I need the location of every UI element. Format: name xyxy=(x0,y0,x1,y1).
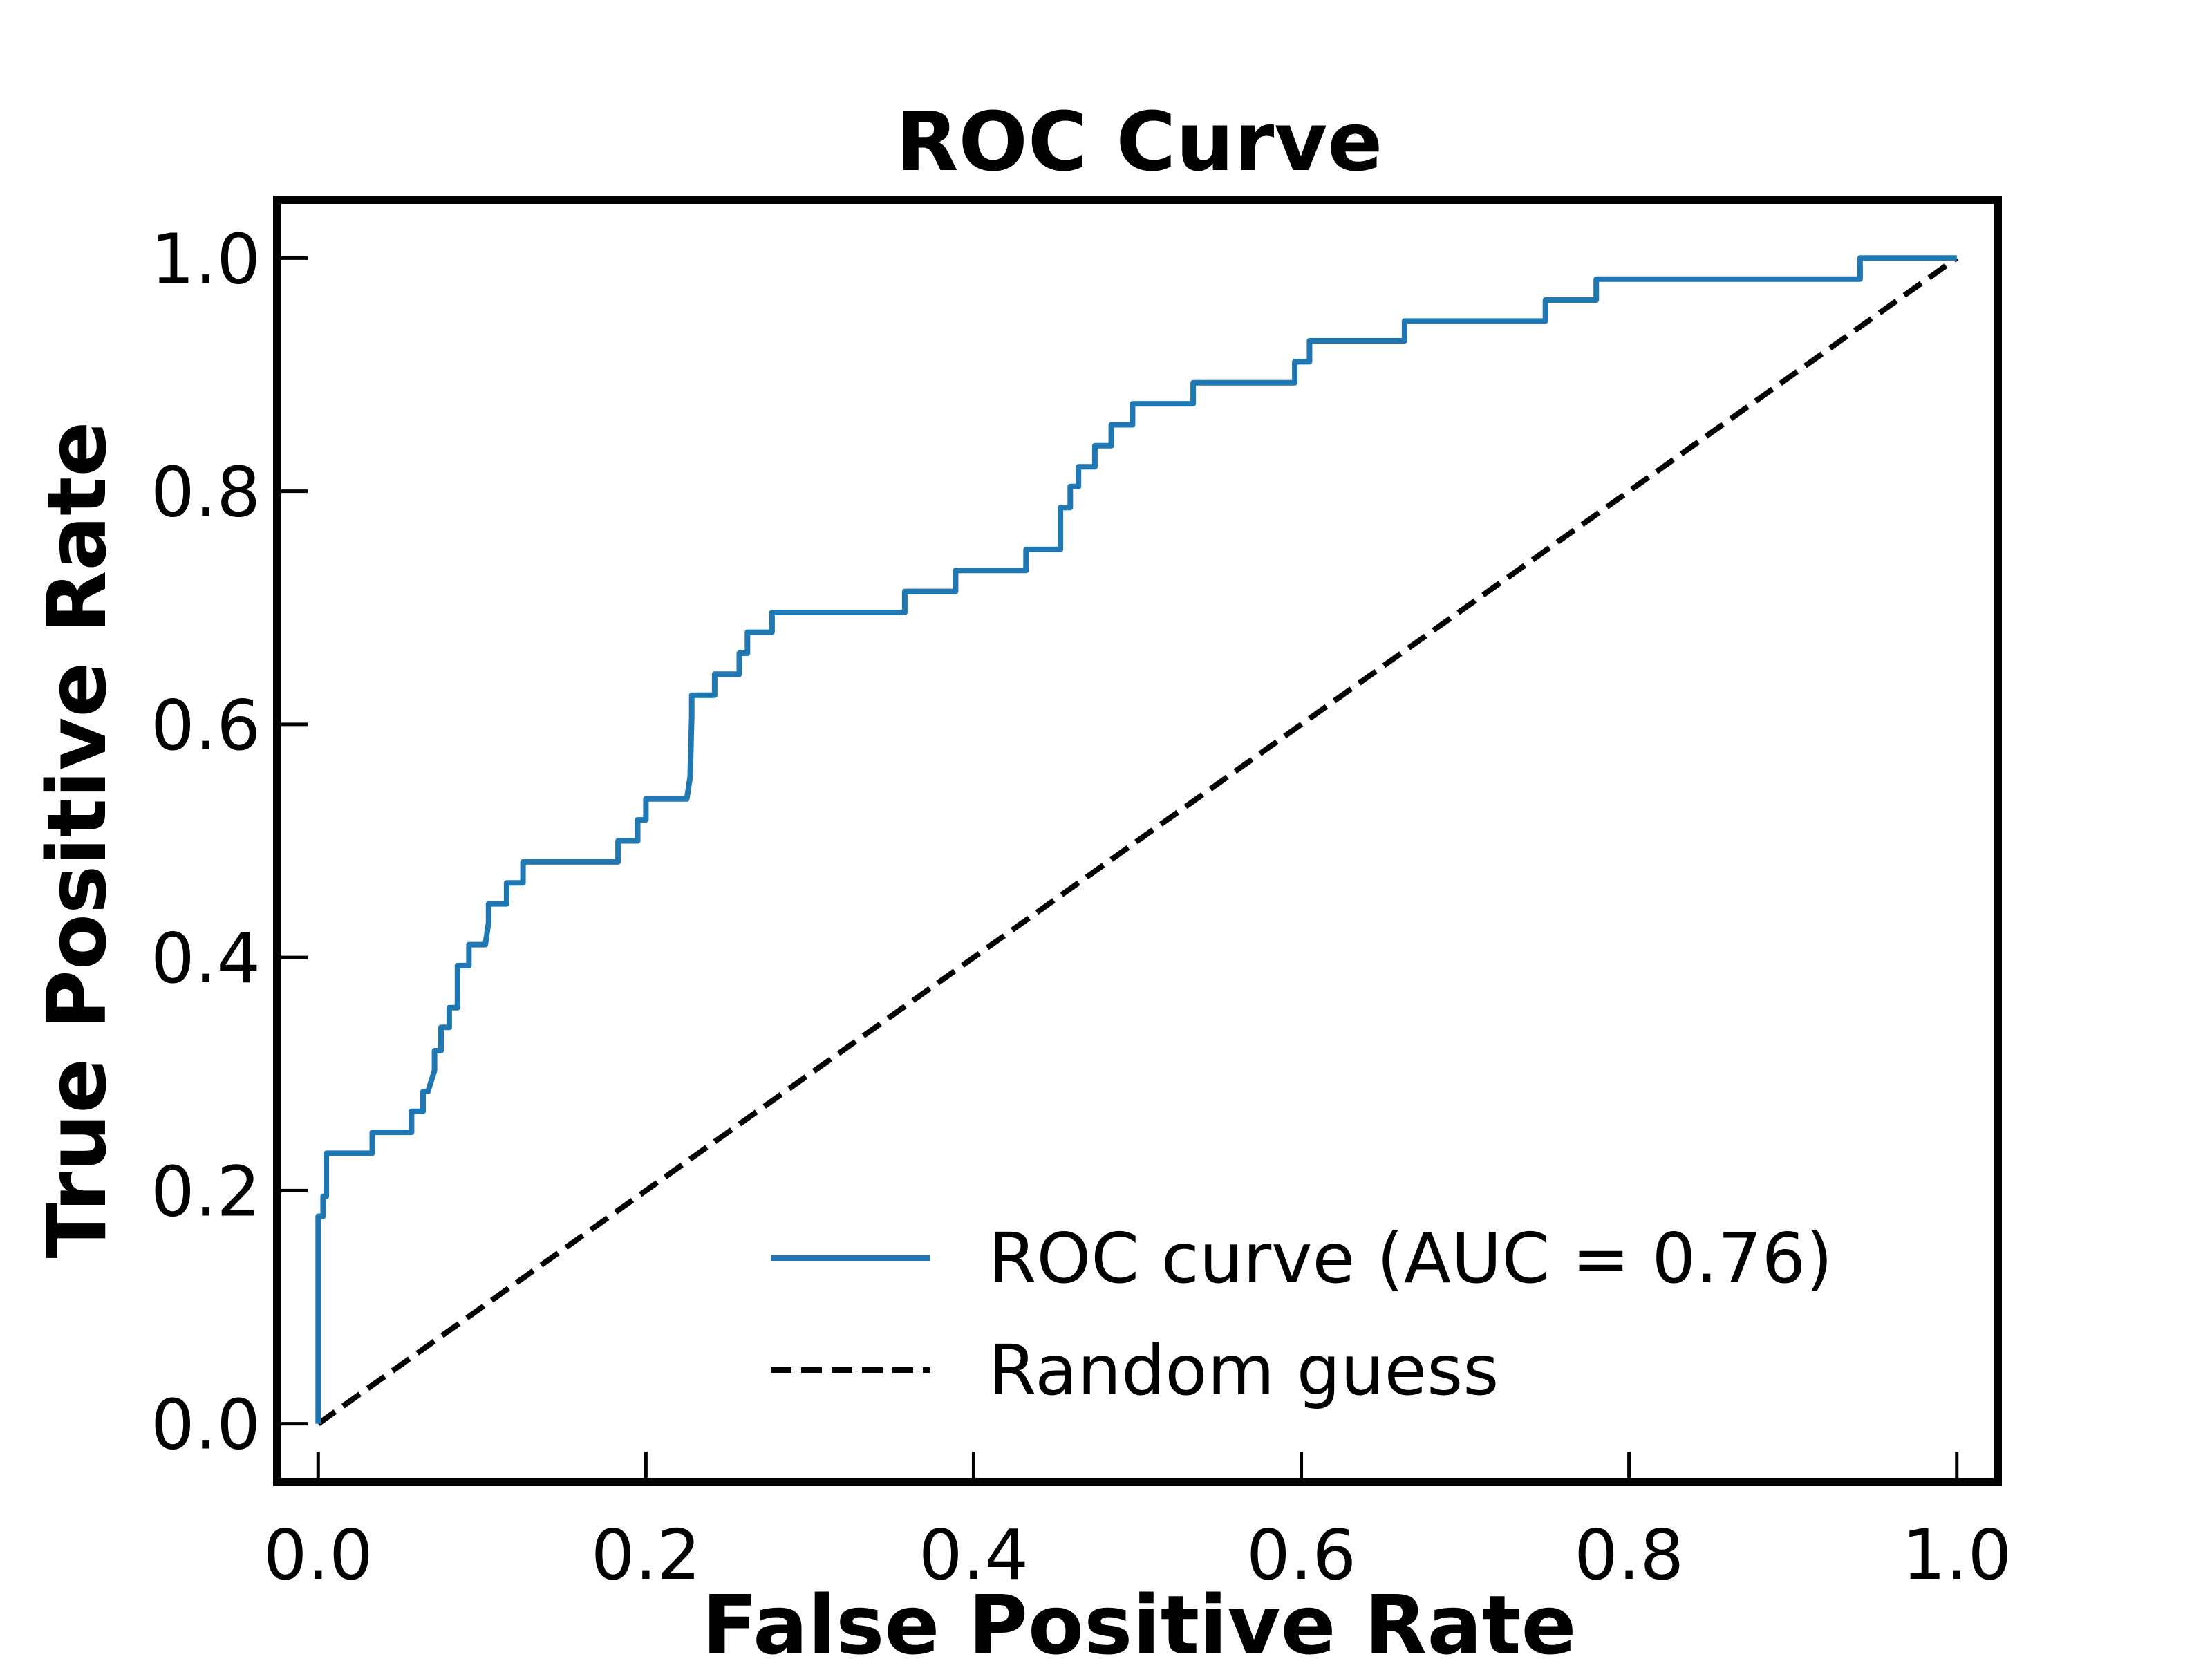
legend: ROC curve (AUC = 0.76) Random guess xyxy=(771,1218,1833,1411)
y-tick-label: 0.8 xyxy=(151,452,261,533)
chart-title: ROC Curve xyxy=(896,94,1383,189)
plot-frame xyxy=(273,196,2002,1486)
random-guess-line xyxy=(316,256,1959,1426)
plot-area xyxy=(315,255,1959,1426)
x-tick-label: 0.8 xyxy=(1574,1515,1684,1595)
x-axis-label: False Positive Rate xyxy=(702,1577,1576,1659)
y-tick-label: 1.0 xyxy=(151,218,261,299)
x-tick-label: 0.0 xyxy=(263,1515,373,1595)
axis-ticks: 0.0 0.2 0.4 0.6 0.8 1.0 0.0 0.2 0.4 0.6 0.8 1.0 xyxy=(151,218,2012,1595)
legend-label-random: Random guess xyxy=(988,1330,1499,1411)
y-tick-label: 0.0 xyxy=(151,1385,261,1465)
x-tick-label: 0.4 xyxy=(919,1515,1029,1595)
x-tick-label: 0.2 xyxy=(591,1515,701,1595)
legend-label-roc: ROC curve (AUC = 0.76) xyxy=(988,1218,1833,1299)
x-tick-label: 0.6 xyxy=(1246,1515,1356,1595)
x-tick-label: 1.0 xyxy=(1902,1515,2012,1595)
y-tick-label: 0.6 xyxy=(151,685,261,766)
y-axis-label: True Positive Rate xyxy=(29,422,124,1259)
roc-curve-line xyxy=(315,255,1957,1424)
y-tick-label: 0.4 xyxy=(151,918,261,999)
y-tick-label: 0.2 xyxy=(151,1151,261,1232)
